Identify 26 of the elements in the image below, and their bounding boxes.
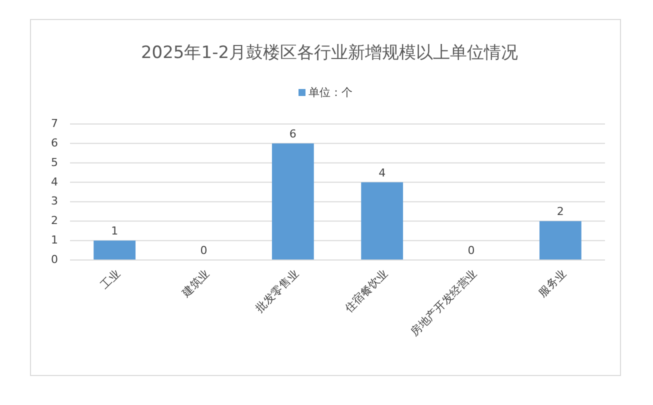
y-tick-label: 2 (51, 214, 58, 228)
bar (272, 143, 314, 260)
data-label: 0 (468, 244, 475, 257)
y-tick-label: 0 (51, 253, 58, 266)
y-tick-label: 1 (51, 234, 58, 247)
x-tick-label: 工业 (98, 267, 123, 292)
bar (539, 221, 582, 260)
data-label: 6 (289, 127, 296, 140)
x-tick-label: 服务业 (536, 267, 569, 300)
data-label: 0 (200, 244, 208, 257)
y-tick-label: 4 (51, 175, 58, 188)
x-tick-label: 住宿餐饮业 (342, 267, 390, 316)
data-label: 2 (556, 205, 564, 218)
y-tick-label: 7 (51, 117, 58, 130)
x-tick-label: 房地产开发经营业 (408, 267, 480, 338)
y-tick-label: 3 (51, 194, 58, 208)
bar (94, 240, 136, 260)
y-tick-label: 5 (51, 156, 58, 169)
x-tick-label: 批发零售业 (253, 267, 302, 316)
chart-title: 2025年1-2月鼓楼区各行业新增规模以上单位情况 (140, 43, 518, 63)
x-tick-label: 建筑业 (178, 267, 212, 300)
data-label: 4 (378, 166, 386, 180)
y-tick-label: 6 (51, 136, 58, 150)
bar (361, 182, 404, 260)
data-label: 1 (111, 224, 118, 238)
legend-label: 单位：个 (308, 86, 352, 100)
